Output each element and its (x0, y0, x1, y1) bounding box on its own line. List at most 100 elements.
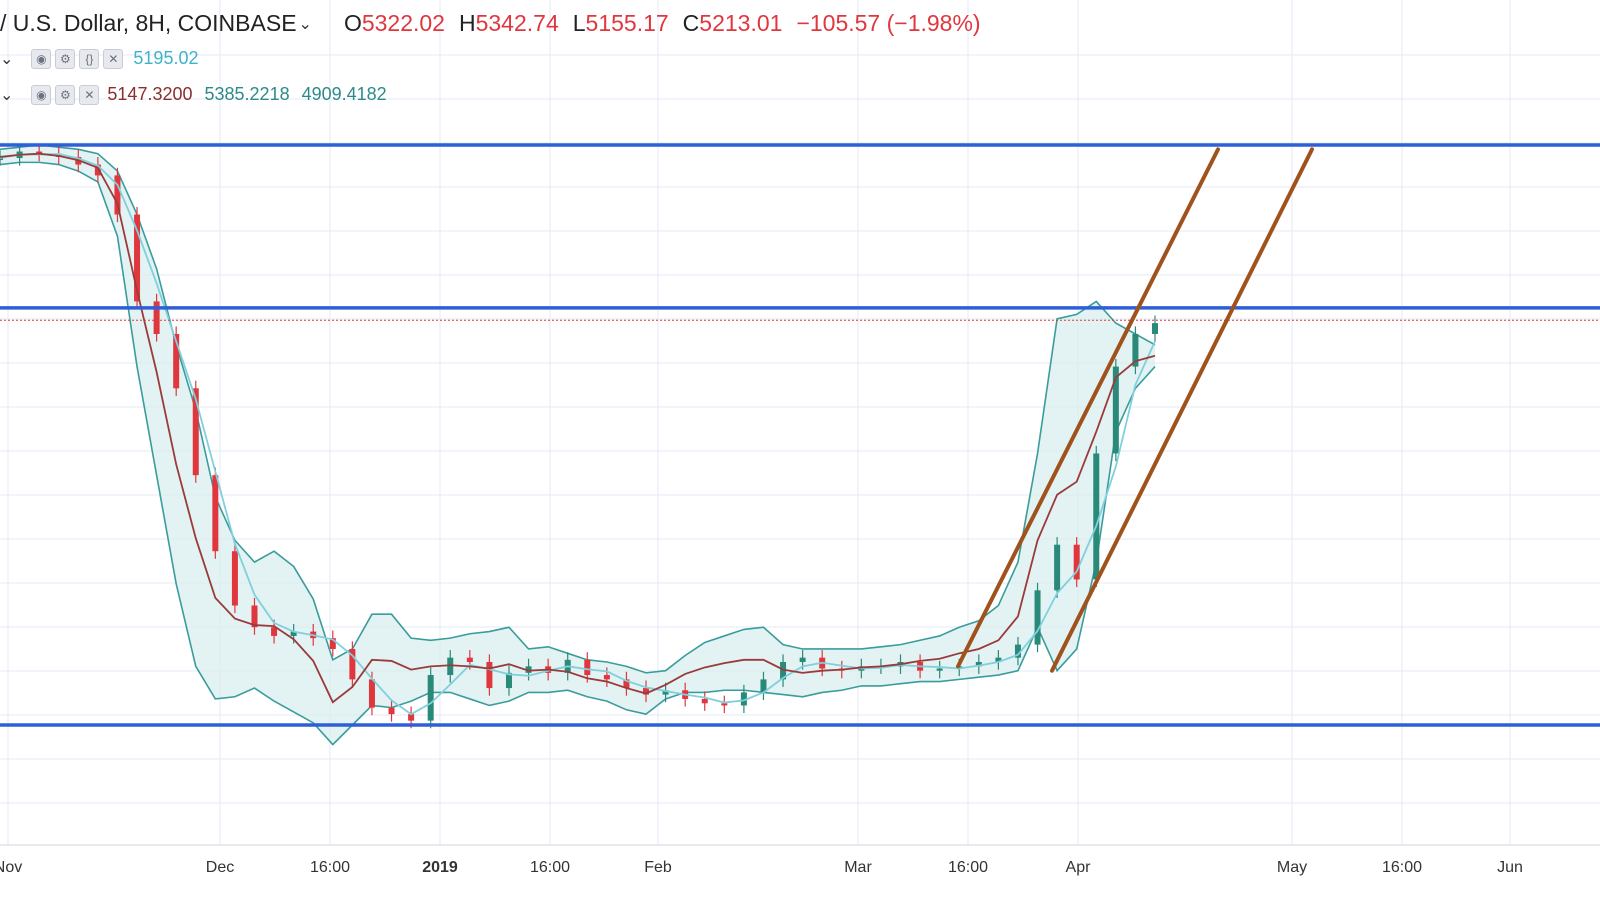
x-tick-label: Jun (1497, 859, 1523, 876)
bb-upper-value: 5385.2218 (204, 84, 290, 104)
change-value: −105.57 (−1.98%) (796, 10, 981, 36)
ma-value: 5195.02 (133, 48, 199, 68)
candle-body (329, 638, 336, 649)
candle-body (936, 668, 943, 671)
candle-body (584, 659, 591, 676)
x-axis: Nov Dec 16:00 2019 16:00 Feb Mar 16:00 Apr May 16:… (0, 844, 1600, 876)
x-tick-label: 2019 (422, 859, 458, 876)
high-value: 5342.74 (475, 10, 559, 36)
gear-icon[interactable]: ⚙ (55, 48, 76, 69)
x-tick-label: May (1277, 859, 1307, 876)
x-tick-label: 16:00 (310, 859, 350, 876)
x-tick-label: 16:00 (530, 859, 570, 876)
low-key: L (572, 10, 586, 36)
candle-body (251, 605, 258, 628)
candle-body (114, 175, 121, 215)
candle-body (192, 388, 199, 476)
close-key: C (682, 10, 700, 36)
x-tick-label: 16:00 (948, 859, 988, 876)
indicator-row-ma: ⌄ ◉ ⚙ {} ✕ 5195.02 (0, 48, 198, 69)
candle-body (0, 158, 3, 161)
candle-body (408, 714, 415, 721)
candle-body (271, 627, 278, 636)
candle-body (94, 164, 101, 176)
candle-body (1132, 333, 1139, 367)
candle-body (780, 662, 787, 680)
upper-band-line (0, 144, 1156, 674)
candle-body (760, 679, 767, 693)
trend-channel[interactable] (956, 147, 1314, 673)
candle-body (388, 707, 395, 715)
open-key: O (343, 10, 362, 36)
chart-grid (0, 0, 1600, 845)
candle-body (1093, 453, 1100, 580)
candle-body (427, 675, 434, 721)
indicator-row-bb: ⌄ ◉ ⚙ ✕ 5147.3200 5385.2218 4909.4182 (0, 84, 387, 105)
x-tick-label: Mar (844, 859, 872, 876)
candle-body (1112, 366, 1119, 454)
braces-icon[interactable]: {} (79, 48, 100, 69)
low-value: 5155.17 (585, 10, 669, 36)
candle-body (525, 666, 532, 673)
moving-averages (0, 152, 1156, 716)
candle-body (603, 675, 610, 680)
candle-body (153, 301, 160, 334)
candle-body (173, 333, 180, 389)
bb-basis-line (0, 152, 1156, 704)
candle-body (447, 657, 454, 676)
high-key: H (458, 10, 476, 36)
ma-line (0, 153, 1156, 716)
candle-body (36, 151, 43, 154)
candle-body (349, 648, 356, 680)
x-tick-label: Feb (644, 859, 672, 876)
candle-body (486, 662, 493, 689)
horizontal-levels[interactable] (0, 143, 1600, 727)
candle-body (368, 679, 375, 708)
x-tick-label: Dec (206, 859, 234, 876)
chart-legend: / U.S. Dollar, 8H, COINBASE ⌄ O 5322.02 … (0, 0, 1100, 120)
candle-body (975, 662, 982, 667)
candle-body (231, 551, 238, 606)
close-icon[interactable]: ✕ (79, 84, 100, 105)
candle-body (1073, 544, 1080, 580)
candle-body (212, 475, 219, 552)
candle-body (1014, 644, 1021, 658)
chevron-down-icon[interactable]: ⌄ (298, 15, 312, 33)
candle-body (505, 672, 512, 689)
bb-basis-value: 5147.3200 (107, 84, 193, 104)
bollinger-bands (0, 144, 1156, 746)
candle-body (1034, 590, 1041, 645)
symbol-row: / U.S. Dollar, 8H, COINBASE ⌄ O 5322.02 … (0, 10, 981, 37)
candle-body (721, 703, 728, 706)
gear-icon[interactable]: ⚙ (55, 84, 76, 105)
eye-icon[interactable]: ◉ (31, 48, 52, 69)
close-icon[interactable]: ✕ (103, 48, 124, 69)
candle-body (1054, 544, 1061, 591)
candle-body (623, 679, 630, 689)
candle-body (740, 692, 747, 706)
bb-lower-value: 4909.4182 (301, 84, 387, 104)
candle-body (1152, 323, 1158, 334)
trend-line[interactable] (956, 147, 1220, 669)
candle-body (643, 688, 650, 695)
symbol-title[interactable]: / U.S. Dollar, 8H, COINBASE (0, 10, 297, 36)
candle-body (290, 631, 297, 636)
x-tick-label: 16:00 (1382, 859, 1422, 876)
lower-band-line (0, 161, 1156, 746)
eye-icon[interactable]: ◉ (31, 84, 52, 105)
candle-body (799, 657, 806, 663)
trend-line[interactable] (1050, 147, 1314, 673)
candle-body (995, 657, 1002, 663)
x-tick-label: Apr (1066, 859, 1092, 876)
x-tick-label: Nov (0, 859, 22, 876)
candle-body (134, 214, 141, 302)
candle-body (662, 690, 669, 695)
close-value: 5213.01 (699, 10, 783, 36)
chevron-down-icon[interactable]: ⌄ (0, 50, 14, 68)
candle-body (701, 698, 708, 704)
chevron-down-icon[interactable]: ⌄ (0, 86, 14, 104)
band-fill (0, 145, 1155, 745)
candle-body (466, 657, 473, 663)
open-value: 5322.02 (361, 10, 445, 36)
